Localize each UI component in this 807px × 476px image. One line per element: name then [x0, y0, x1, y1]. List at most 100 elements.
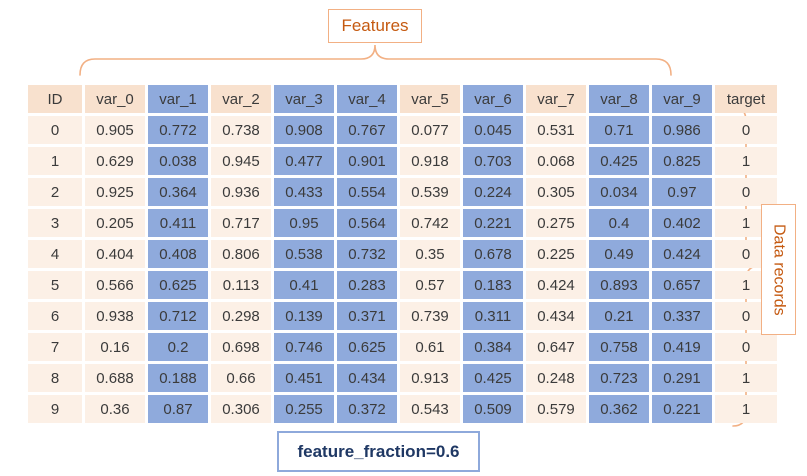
data-records-label-box: Data records	[761, 204, 796, 335]
table-cell: 0.255	[274, 395, 334, 423]
table-cell: 0.283	[337, 271, 397, 299]
table-cell: 0.434	[526, 302, 586, 330]
table-cell: 0.554	[337, 178, 397, 206]
table-cell: 1	[28, 147, 82, 175]
column-header-var_9: var_9	[652, 85, 712, 113]
table-cell: 0	[28, 116, 82, 144]
column-header-var_6: var_6	[463, 85, 523, 113]
dataset-table: ID var_0 var_1 var_2 var_3 var_4 var_5 var_6 var…	[25, 82, 780, 426]
column-header-var_5: var_5	[400, 85, 460, 113]
table-cell: 0.925	[85, 178, 145, 206]
table-cell: 0.97	[652, 178, 712, 206]
table-cell: 4	[28, 240, 82, 268]
table-row: 1 0.629 0.038 0.945 0.477 0.901 0.918 0.703 0.06…	[28, 147, 777, 175]
table-cell: 3	[28, 209, 82, 237]
table-cell: 0.35	[400, 240, 460, 268]
table-cell: 0.825	[652, 147, 712, 175]
table-cell: 0.451	[274, 364, 334, 392]
table-cell: 0.045	[463, 116, 523, 144]
column-header-ID: ID	[28, 85, 82, 113]
table-cell: 0.221	[652, 395, 712, 423]
table-row: 9 0.36 0.87 0.306 0.255 0.372 0.543 0.509 0.579 0…	[28, 395, 777, 423]
table-row: 3 0.205 0.411 0.717 0.95 0.564 0.742 0.221 0.275…	[28, 209, 777, 237]
table-row: 2 0.925 0.364 0.936 0.433 0.554 0.539 0.224 0.30…	[28, 178, 777, 206]
column-header-var_4: var_4	[337, 85, 397, 113]
table-cell: 0.077	[400, 116, 460, 144]
table-cell: 0.225	[526, 240, 586, 268]
table-cell: 0.543	[400, 395, 460, 423]
feature-fraction-caption-box: feature_fraction=0.6	[277, 431, 480, 472]
column-header-var_0: var_0	[85, 85, 145, 113]
table-cell: 0.384	[463, 333, 523, 361]
column-header-var_1: var_1	[148, 85, 208, 113]
feature-fraction-caption: feature_fraction=0.6	[297, 441, 460, 461]
table-cell: 0.275	[526, 209, 586, 237]
table-cell: 0.772	[148, 116, 208, 144]
column-header-var_8: var_8	[589, 85, 649, 113]
table-row: 4 0.404 0.408 0.806 0.538 0.732 0.35 0.678 0.225…	[28, 240, 777, 268]
table-cell: 2	[28, 178, 82, 206]
table-cell: 0.188	[148, 364, 208, 392]
features-label-box: Features	[328, 9, 422, 43]
table-cell: 0.248	[526, 364, 586, 392]
table-row: 8 0.688 0.188 0.66 0.451 0.434 0.913 0.425 0.248…	[28, 364, 777, 392]
table-cell: 0.732	[337, 240, 397, 268]
table-cell: 0	[715, 178, 777, 206]
table-cell: 0.139	[274, 302, 334, 330]
table-cell: 0.113	[211, 271, 271, 299]
table-cell: 1	[715, 395, 777, 423]
table-cell: 0.221	[463, 209, 523, 237]
table-cell: 0.362	[589, 395, 649, 423]
table-row: 7 0.16 0.2 0.698 0.746 0.625 0.61 0.384 0.647 0.7…	[28, 333, 777, 361]
table-cell: 0.564	[337, 209, 397, 237]
table-cell: 0.404	[85, 240, 145, 268]
table-cell: 0.806	[211, 240, 271, 268]
table-cell: 0.224	[463, 178, 523, 206]
table-cell: 0.408	[148, 240, 208, 268]
table-cell: 0.41	[274, 271, 334, 299]
table-cell: 0.629	[85, 147, 145, 175]
table-cell: 0.625	[148, 271, 208, 299]
table-cell: 0.986	[652, 116, 712, 144]
table-cell: 0.424	[652, 240, 712, 268]
table-cell: 0.746	[274, 333, 334, 361]
table-cell: 0.411	[148, 209, 208, 237]
table-cell: 0.183	[463, 271, 523, 299]
table-cell: 0.371	[337, 302, 397, 330]
table-cell: 0.913	[400, 364, 460, 392]
table-cell: 0.66	[211, 364, 271, 392]
table-cell: 0.901	[337, 147, 397, 175]
table-cell: 0.068	[526, 147, 586, 175]
table-cell: 0.703	[463, 147, 523, 175]
table-cell: 0.372	[337, 395, 397, 423]
table-cell: 1	[715, 364, 777, 392]
table-cell: 0.298	[211, 302, 271, 330]
table-cell: 0.034	[589, 178, 649, 206]
table-cell: 0.905	[85, 116, 145, 144]
table-cell: 0.311	[463, 302, 523, 330]
table-cell: 0.717	[211, 209, 271, 237]
table-cell: 0.038	[148, 147, 208, 175]
table-row: 5 0.566 0.625 0.113 0.41 0.283 0.57 0.183 0.424 0…	[28, 271, 777, 299]
table-cell: 0.425	[589, 147, 649, 175]
column-header-var_3: var_3	[274, 85, 334, 113]
table-cell: 0.738	[211, 116, 271, 144]
features-label: Features	[341, 16, 409, 35]
table-cell: 0.539	[400, 178, 460, 206]
table-cell: 0.71	[589, 116, 649, 144]
table-cell: 0.205	[85, 209, 145, 237]
table-cell: 0.712	[148, 302, 208, 330]
table-cell: 0.678	[463, 240, 523, 268]
table-cell: 0	[715, 333, 777, 361]
table-cell: 0.61	[400, 333, 460, 361]
table-cell: 0.434	[337, 364, 397, 392]
table-cell: 0.908	[274, 116, 334, 144]
table-header: ID var_0 var_1 var_2 var_3 var_4 var_5 var_6 var…	[28, 85, 777, 113]
table-cell: 0.579	[526, 395, 586, 423]
table-cell: 0.57	[400, 271, 460, 299]
table-cell: 0.425	[463, 364, 523, 392]
data-records-label: Data records	[770, 223, 788, 316]
table-cell: 0	[715, 116, 777, 144]
table-cell: 5	[28, 271, 82, 299]
